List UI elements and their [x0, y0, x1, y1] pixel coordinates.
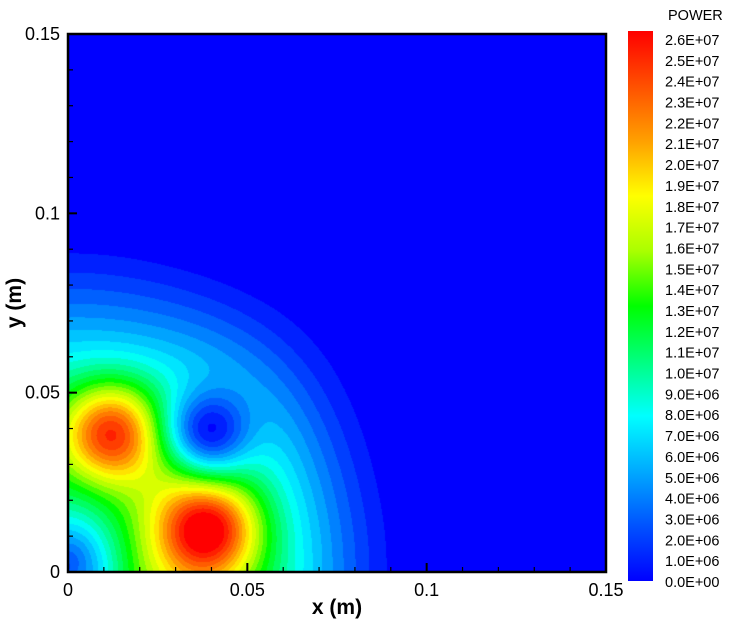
x-tick-label: 0	[63, 580, 73, 600]
y-tick-label: 0.05	[25, 383, 60, 403]
colorbar-label: 1.0E+06	[665, 554, 719, 570]
colorbar-label: 1.6E+07	[665, 241, 719, 257]
y-axis-title: y (m)	[3, 278, 26, 328]
colorbar-label: 2.0E+07	[665, 158, 719, 174]
y-axis: 0 0.05 0.1 0.15	[25, 24, 77, 582]
y-tick-label: 0.1	[35, 203, 60, 223]
colorbar-label: 2.6E+07	[665, 33, 719, 49]
colorbar-label: 2.5E+07	[665, 54, 719, 70]
colorbar-label: 1.0E+07	[665, 367, 719, 383]
colorbar-label: 1.3E+07	[665, 304, 719, 320]
colorbar-label: 1.2E+07	[665, 325, 719, 341]
colorbar-label: 1.4E+07	[665, 283, 719, 299]
x-axis: 0 0.05 0.1 0.15	[63, 563, 624, 600]
colorbar: POWER 2.6E+07 2.5E+07 2.4E+07 2.3E+07 2.2E+0…	[628, 8, 723, 591]
colorbar-label: 5.0E+06	[665, 471, 719, 487]
x-tick-label: 0.05	[230, 580, 265, 600]
colorbar-label: 2.2E+07	[665, 116, 719, 132]
colorbar-label: 1.9E+07	[665, 179, 719, 195]
colorbar-label: 6.0E+06	[665, 450, 719, 466]
colorbar-gradient	[628, 31, 653, 581]
colorbar-label: 1.7E+07	[665, 221, 719, 237]
y-tick-label: 0	[50, 562, 60, 582]
plot-frame	[66, 32, 608, 574]
y-tick-label: 0.15	[25, 24, 60, 44]
x-tick-label: 0.1	[414, 580, 439, 600]
colorbar-label: 4.0E+06	[665, 492, 719, 508]
colorbar-label: 2.3E+07	[665, 96, 719, 112]
x-tick-label: 0.15	[588, 580, 623, 600]
colorbar-label: 1.8E+07	[665, 200, 719, 216]
x-axis-title: x (m)	[312, 596, 362, 619]
colorbar-label: 9.0E+06	[665, 387, 719, 403]
colorbar-labels: 2.6E+07 2.5E+07 2.4E+07 2.3E+07 2.2E+07 2.1E+…	[665, 33, 719, 591]
colorbar-label: 2.1E+07	[665, 137, 719, 153]
power-heatmap-image	[68, 34, 606, 572]
colorbar-label: 3.0E+06	[665, 512, 719, 528]
colorbar-label: 2.4E+07	[665, 75, 719, 91]
colorbar-label: 0.0E+00	[665, 575, 719, 591]
colorbar-label: 7.0E+06	[665, 429, 719, 445]
plot-area	[66, 32, 608, 574]
colorbar-label: 1.1E+07	[665, 346, 719, 362]
colorbar-title: POWER	[668, 8, 723, 24]
colorbar-label: 1.5E+07	[665, 262, 719, 278]
colorbar-label: 8.0E+06	[665, 408, 719, 424]
colorbar-label: 2.0E+06	[665, 533, 719, 549]
